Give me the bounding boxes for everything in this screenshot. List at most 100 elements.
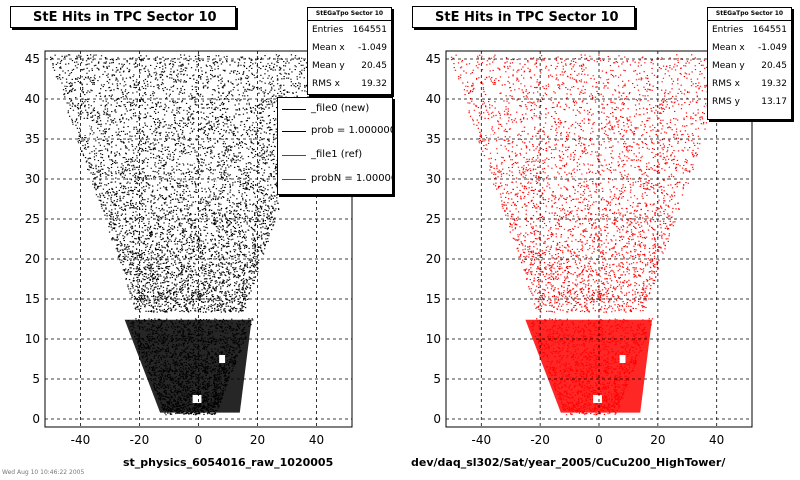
- left-stats-box: StEGaTpo Sector 10 Entries 164551 Mean x…: [307, 7, 392, 95]
- dead-channel-gap: [219, 355, 226, 363]
- y-tick-label: 0: [32, 412, 40, 426]
- right-stats-value: 164551: [752, 25, 787, 35]
- legend-line-black: [282, 109, 306, 110]
- y-tick-label: 10: [426, 332, 441, 346]
- dead-channel-gap: [89, 135, 96, 143]
- plot-frame-border: [44, 50, 353, 428]
- right-stats-row-mean-y: Mean y 20.45: [708, 57, 791, 75]
- left-stats-label: Entries: [312, 25, 344, 35]
- dense-inner-region: [124, 319, 252, 413]
- right-stats-row-rms-y: RMS y 13.17: [708, 93, 791, 111]
- dead-channel-gap: [180, 155, 196, 163]
- y-tick-label: 35: [25, 132, 40, 146]
- chart-panel-1: -40 -20 0 20 40 0 5 10 15 20 25 30 35 40 45: [426, 50, 753, 447]
- right-stats-row-rms-x: RMS x 19.32: [708, 75, 791, 93]
- left-stats-row-entries: Entries 164551: [308, 21, 391, 39]
- hit-density: [50, 54, 331, 416]
- hit-points: [450, 54, 731, 416]
- right-stats-label: Entries: [712, 25, 744, 35]
- right-stats-label: Mean x: [712, 43, 745, 53]
- left-stats-label: Mean y: [312, 61, 345, 71]
- dead-channel-gap: [619, 355, 626, 363]
- x-tick-label: 0: [195, 433, 203, 447]
- right-stats-label: Mean y: [712, 61, 745, 71]
- y-tick-label: 40: [25, 92, 40, 106]
- grid: [446, 51, 752, 427]
- dead-channel-gap: [192, 395, 202, 403]
- y-tick-label: 5: [433, 372, 441, 386]
- hit-points: [50, 54, 331, 416]
- dead-channel-gap: [581, 155, 597, 163]
- left-stats-value: 164551: [352, 25, 387, 35]
- legend-line-red: [282, 155, 306, 156]
- dense-inner-region: [525, 319, 652, 413]
- dead-channel-gap: [593, 395, 602, 403]
- right-stats-box: StEGaTpo Sector 10 Entries 164551 Mean x…: [707, 7, 792, 120]
- right-stats-value: 13.17: [761, 97, 787, 107]
- legend-entry-prob: prob = 1.000000: [278, 122, 393, 142]
- x-tick-label: -20: [130, 433, 150, 447]
- legend-entry-probn: probN = 1.000000: [278, 170, 392, 190]
- plot-frame-border: [445, 50, 753, 428]
- y-tick-label: 35: [426, 132, 441, 146]
- left-stats-value: 19.32: [361, 79, 387, 89]
- legend-label: probN = 1.000000: [311, 173, 392, 184]
- x-tick-label: -40: [71, 433, 91, 447]
- right-stats-label: RMS x: [712, 79, 740, 89]
- timestamp-note: Wed Aug 10 10:46:22 2005: [2, 469, 85, 476]
- legend-entry-file0: _file0 (new): [278, 100, 392, 120]
- right-stats-value: 20.45: [761, 61, 787, 71]
- right-stats-name: StEGaTpo Sector 10: [708, 8, 791, 21]
- x-tick-label: 20: [250, 433, 265, 447]
- y-tick-label: 30: [25, 172, 40, 186]
- legend-label: prob = 1.000000: [311, 125, 393, 136]
- y-tick-label: 25: [426, 212, 441, 226]
- y-tick-label: 10: [25, 332, 40, 346]
- y-tick-label: 45: [25, 52, 40, 66]
- right-stats-value: 19.32: [761, 79, 787, 89]
- dead-channel-gap: [80, 119, 90, 135]
- x-tick-label: 40: [709, 433, 724, 447]
- legend-line-red: [282, 179, 306, 180]
- right-stats-row-mean-x: Mean x -1.049: [708, 39, 791, 57]
- legend-box: _file0 (new) prob = 1.000000 _file1 (ref…: [277, 97, 393, 195]
- legend-label: _file0 (new): [311, 103, 370, 114]
- right-stats-row-entries: Entries 164551: [708, 21, 791, 39]
- y-tick-label: 40: [426, 92, 441, 106]
- left-title-box: StE Hits in TPC Sector 10: [10, 6, 236, 28]
- left-stats-row-rms-x: RMS x 19.32: [308, 75, 391, 93]
- left-stats-value: -1.049: [357, 43, 387, 53]
- y-tick-label: 5: [32, 372, 40, 386]
- legend-label: _file1 (ref): [311, 149, 363, 160]
- x-tick-label: -20: [530, 433, 550, 447]
- x-tick-label: 0: [595, 433, 603, 447]
- left-stats-row-mean-y: Mean y 20.45: [308, 57, 391, 75]
- y-tick-label: 15: [426, 292, 441, 306]
- left-stats-label: Mean x: [312, 43, 345, 53]
- right-title-box: StE Hits in TPC Sector 10: [412, 6, 635, 28]
- right-stats-value: -1.049: [757, 43, 787, 53]
- y-tick-label: 0: [433, 412, 441, 426]
- legend-entry-file1: _file1 (ref): [278, 146, 392, 166]
- left-stats-value: 20.45: [361, 61, 387, 71]
- dead-channel-gap: [575, 171, 582, 179]
- y-tick-label: 15: [25, 292, 40, 306]
- x-tick-label: -40: [472, 433, 492, 447]
- y-tick-label: 20: [25, 252, 40, 266]
- dead-channel-gap: [174, 171, 181, 179]
- left-stats-row-mean-x: Mean x -1.049: [308, 39, 391, 57]
- legend-line-black: [282, 131, 306, 132]
- left-xlabel: st_physics_6054016_raw_1020005: [123, 456, 334, 469]
- right-title: StE Hits in TPC Sector 10: [435, 10, 619, 25]
- x-tick-label: 40: [309, 433, 324, 447]
- right-xlabel: dev/daq_sl302/Sat/year_2005/CuCu200_High…: [411, 456, 726, 469]
- dead-channel-gap: [616, 179, 623, 187]
- dead-channel-gap: [490, 135, 497, 143]
- left-stats-label: RMS x: [312, 79, 340, 89]
- dead-channel-gap: [216, 179, 223, 187]
- y-tick-label: 20: [426, 252, 441, 266]
- right-stats-label: RMS y: [712, 97, 740, 107]
- hit-density: [450, 54, 731, 416]
- y-tick-label: 45: [426, 52, 441, 66]
